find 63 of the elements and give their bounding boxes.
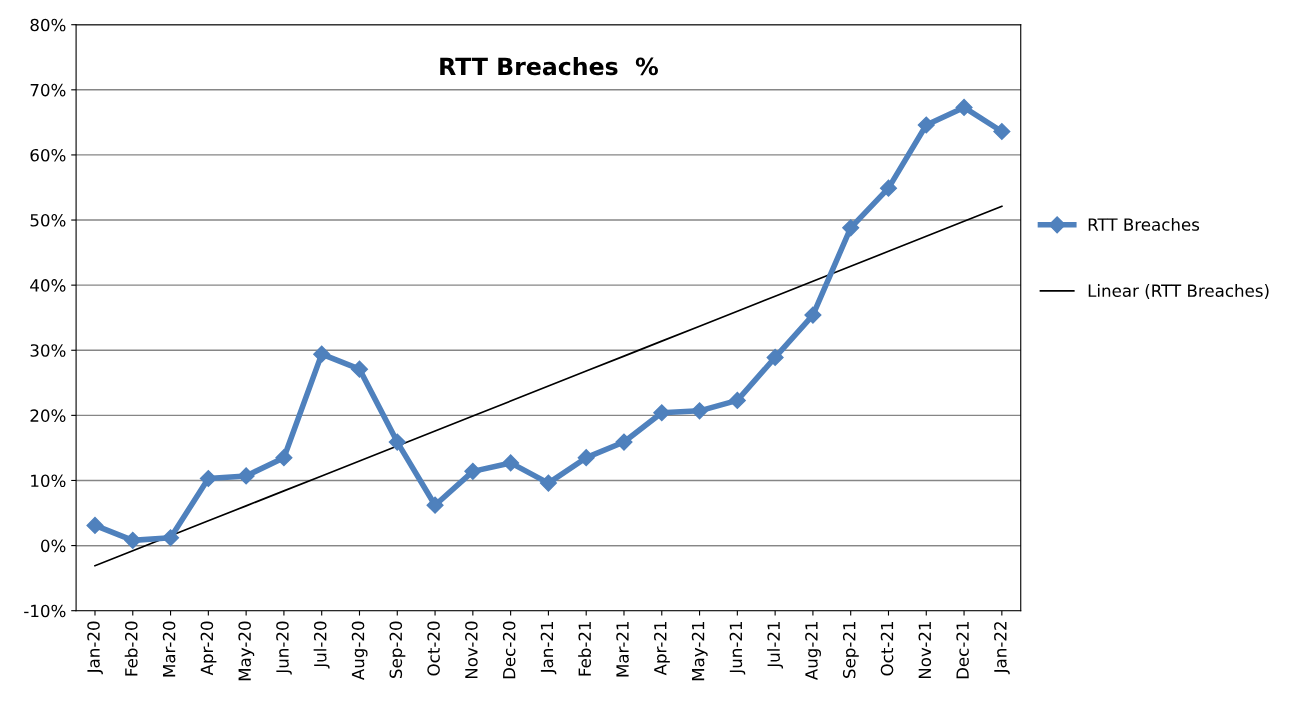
y-tick-label: 60% xyxy=(30,148,66,162)
x-tick-label: Feb-20 xyxy=(124,621,138,676)
y-tick-label: 80% xyxy=(30,18,66,32)
point xyxy=(464,462,482,480)
x-tick-label: Nov-20 xyxy=(465,621,478,679)
x-tick-label: Dec-20 xyxy=(502,621,516,679)
point xyxy=(842,219,860,237)
point xyxy=(993,122,1011,141)
point xyxy=(539,474,557,492)
point xyxy=(955,98,973,116)
point xyxy=(766,348,784,366)
y-tick-label: 40% xyxy=(30,279,66,292)
x-tick-label: Jan-22 xyxy=(994,622,1010,675)
x-tick-label: Jul-20 xyxy=(313,621,330,669)
y-tick-label: 70% xyxy=(30,83,66,97)
y-tick-label: -10% xyxy=(24,604,66,618)
point xyxy=(917,116,935,134)
text: RTT Breaches % xyxy=(440,57,658,76)
point xyxy=(313,345,331,363)
x-tick-label: Sep-21 xyxy=(842,621,859,678)
x-tick-label: Oct-21 xyxy=(880,621,894,676)
legend-label: RTT Breaches xyxy=(1088,217,1200,231)
x-tick-label: Jun-20 xyxy=(276,621,292,675)
x-tick-label: Mar-21 xyxy=(616,621,629,677)
point xyxy=(275,449,293,467)
point xyxy=(728,391,746,409)
point xyxy=(124,531,142,549)
point xyxy=(426,496,444,514)
x-tick-label: Aug-21 xyxy=(805,621,821,681)
x-tick-label: Jul-21 xyxy=(767,621,784,669)
point xyxy=(691,402,709,420)
y-tick-label: 10% xyxy=(31,474,66,488)
point xyxy=(577,449,595,467)
y-tick-label: 20% xyxy=(30,409,66,422)
point xyxy=(615,433,633,451)
x-tick-label: Mar-20 xyxy=(162,621,176,677)
x-tick-label: Oct-20 xyxy=(427,621,440,676)
line-series xyxy=(94,205,1003,567)
point xyxy=(237,467,255,485)
x-tick-label: Jan-20 xyxy=(87,621,103,675)
point xyxy=(879,179,898,197)
point xyxy=(162,529,180,547)
y-tick-label: 50% xyxy=(30,214,66,227)
x-tick-label: Nov-21 xyxy=(918,621,932,679)
point xyxy=(388,433,406,451)
x-tick-label: Jun-21 xyxy=(729,621,746,675)
x-tick-label: Apr-20 xyxy=(200,621,217,676)
x-tick-label: Jan-21 xyxy=(540,621,557,675)
point xyxy=(350,360,369,378)
x-tick-label: Sep-20 xyxy=(389,621,406,678)
legend-label: Linear (RTT Breaches) xyxy=(1088,284,1269,299)
point xyxy=(199,469,217,488)
x-tick-label: Apr-21 xyxy=(654,621,670,676)
y-tick-label: 30% xyxy=(30,344,66,357)
y-tick-label: 0% xyxy=(41,539,66,553)
point xyxy=(86,516,104,534)
x-tick-label: Dec-21 xyxy=(956,621,969,679)
x-tick-label: Feb-21 xyxy=(578,621,592,676)
x-tick-label: May-20 xyxy=(238,621,255,681)
point xyxy=(804,306,822,324)
x-tick-label: May-21 xyxy=(691,621,708,681)
point xyxy=(502,454,520,472)
x-tick-label: Aug-20 xyxy=(351,621,368,681)
